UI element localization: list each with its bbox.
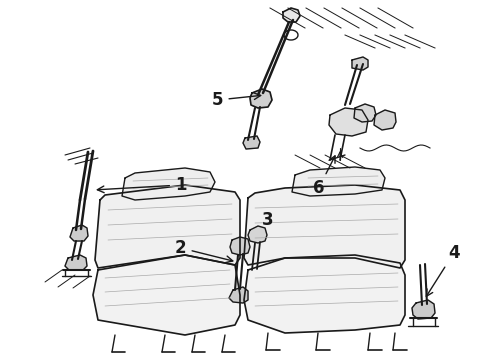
Polygon shape bbox=[243, 136, 260, 149]
Polygon shape bbox=[248, 226, 267, 243]
Text: 2: 2 bbox=[175, 239, 233, 262]
Polygon shape bbox=[283, 8, 300, 22]
Polygon shape bbox=[412, 300, 435, 319]
Polygon shape bbox=[65, 255, 87, 270]
Text: 1: 1 bbox=[98, 176, 187, 194]
Text: 4: 4 bbox=[426, 244, 460, 296]
Text: 3: 3 bbox=[262, 211, 273, 229]
Polygon shape bbox=[95, 185, 240, 268]
Polygon shape bbox=[229, 287, 248, 303]
Text: 6: 6 bbox=[313, 156, 335, 197]
Text: 5: 5 bbox=[212, 91, 261, 109]
Polygon shape bbox=[250, 89, 272, 108]
Polygon shape bbox=[122, 168, 215, 200]
Polygon shape bbox=[374, 110, 396, 130]
Polygon shape bbox=[329, 108, 368, 136]
Polygon shape bbox=[70, 225, 88, 241]
Polygon shape bbox=[93, 255, 240, 335]
Polygon shape bbox=[244, 185, 405, 268]
Polygon shape bbox=[230, 237, 250, 255]
Polygon shape bbox=[352, 57, 368, 70]
Polygon shape bbox=[354, 104, 376, 122]
Polygon shape bbox=[244, 255, 405, 333]
Polygon shape bbox=[292, 167, 385, 196]
